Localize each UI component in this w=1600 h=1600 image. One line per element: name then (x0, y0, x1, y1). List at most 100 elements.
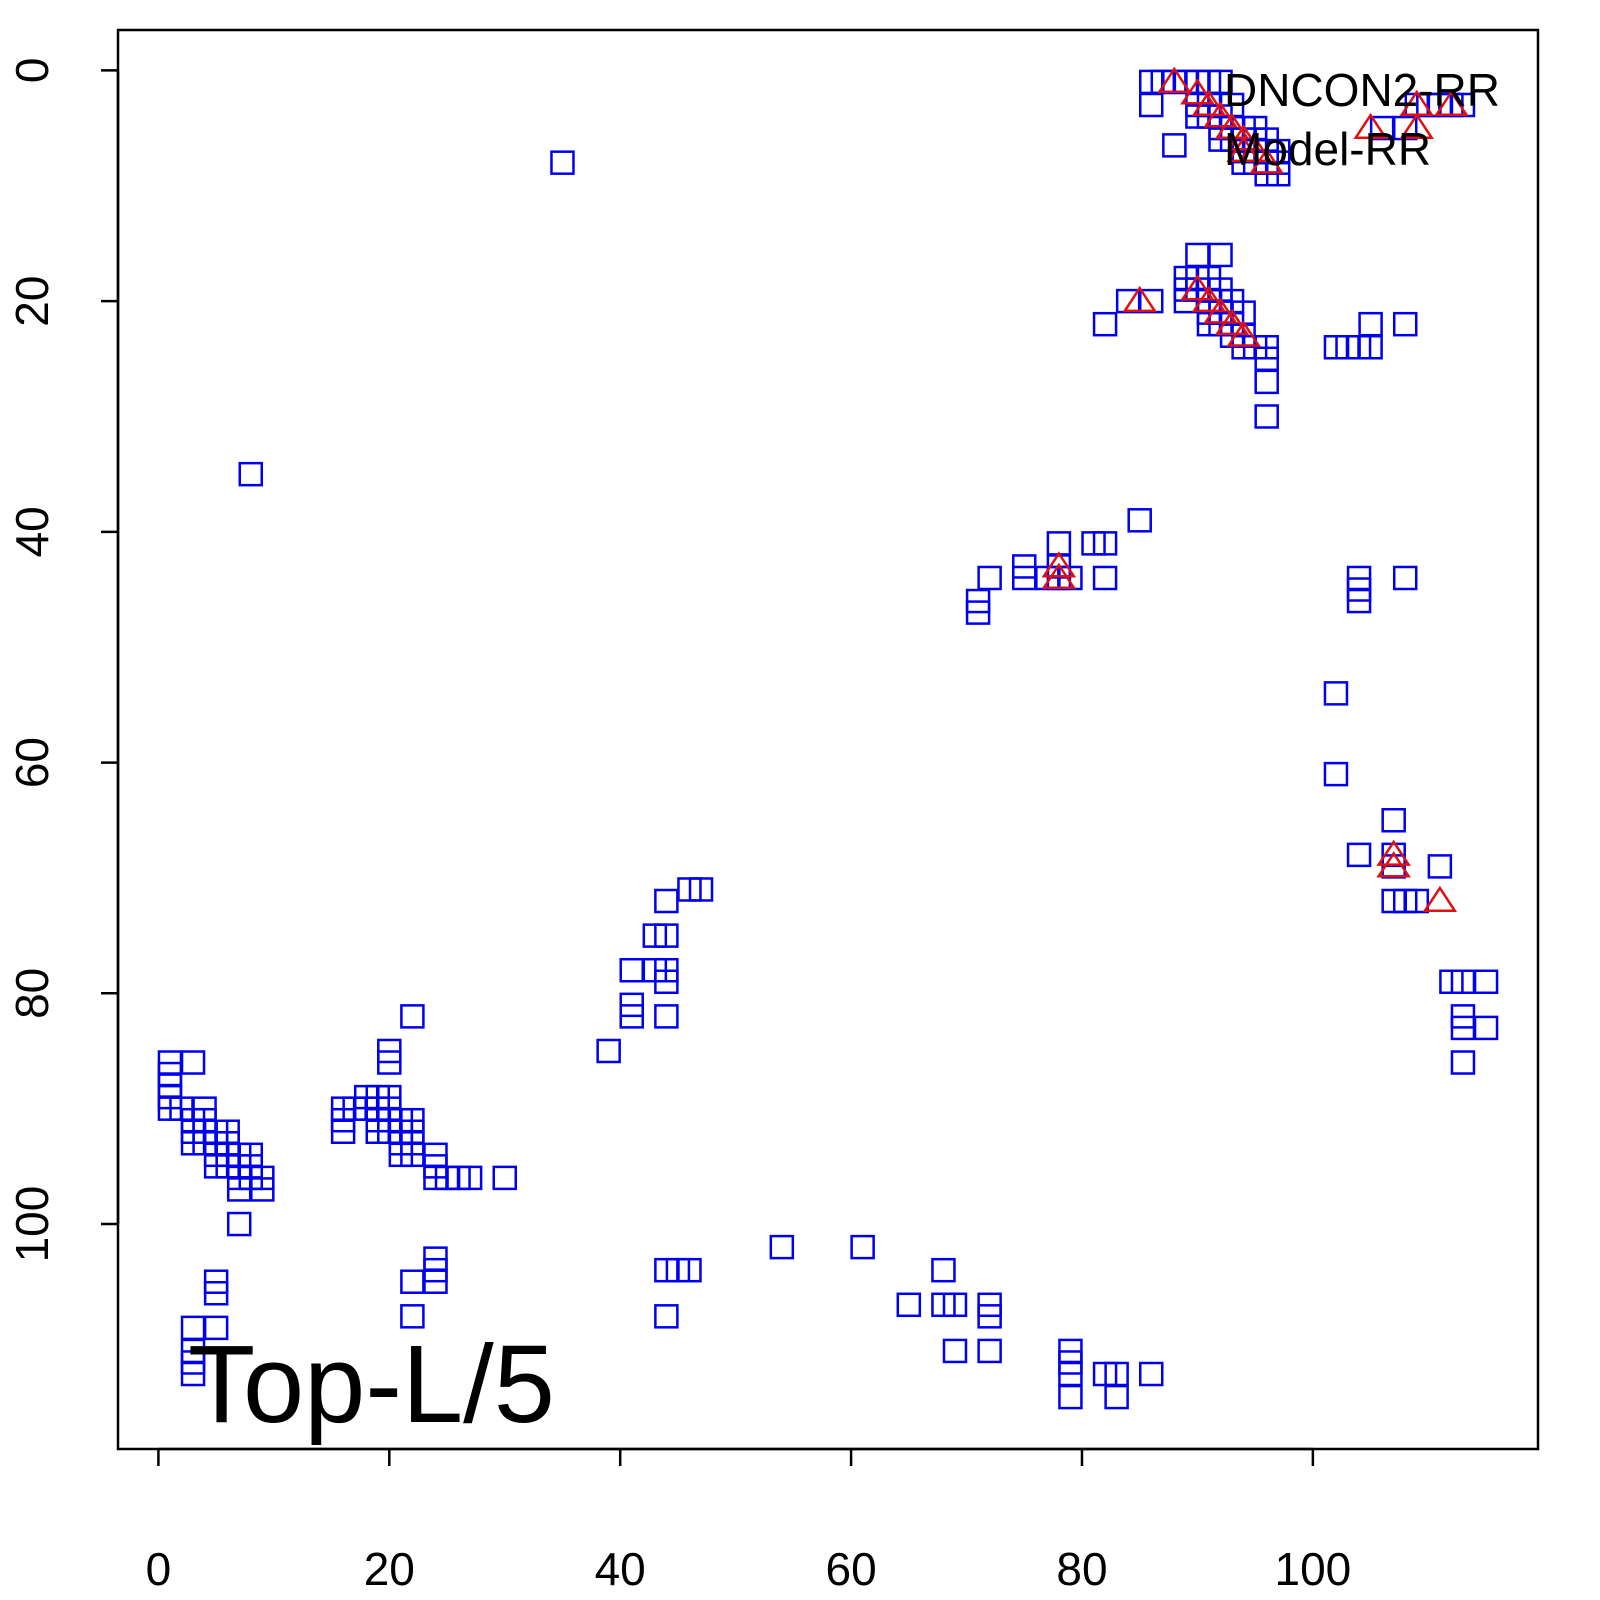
triangle-point (1353, 112, 1388, 140)
square-point (1358, 311, 1383, 337)
y-tick-label: 20 (6, 276, 58, 327)
plot-frame (116, 28, 1540, 1451)
x-tick-label: 100 (1275, 1543, 1352, 1595)
square-point (1346, 842, 1372, 868)
square-point (400, 1304, 425, 1329)
square-point (977, 1338, 1002, 1364)
square-point (1392, 311, 1418, 337)
y-tick-label: 40 (6, 506, 58, 557)
square-point (619, 957, 644, 983)
triangle-point (1214, 112, 1250, 140)
square-series (157, 69, 1499, 1410)
triangle-point (1122, 285, 1158, 313)
square-point (1450, 1050, 1476, 1075)
triangle-point (1376, 851, 1411, 878)
square-point (654, 969, 679, 995)
triangle-point (1180, 274, 1215, 301)
square-point (1058, 1384, 1083, 1410)
square-point (1392, 565, 1418, 591)
square-point (226, 1211, 252, 1237)
square-point (942, 1292, 968, 1318)
x-tick-label: 40 (595, 1543, 646, 1595)
triangle-point (1226, 320, 1261, 347)
square-point (1450, 92, 1476, 118)
triangle-point (1434, 89, 1469, 116)
square-point (769, 1234, 795, 1260)
triangle-point (1041, 562, 1077, 589)
square-point (457, 1165, 483, 1191)
x-axis: 0 20 40 60 80 100 (146, 1447, 1352, 1595)
triangle-point (1203, 297, 1238, 324)
square-point (203, 1281, 229, 1306)
triangle-series (1041, 66, 1469, 913)
triangle-point (1157, 66, 1192, 93)
legend: DNCON2-RR Model-RR (1224, 64, 1500, 175)
y-tick-label: 80 (6, 968, 58, 1019)
square-point (492, 1165, 517, 1191)
square-point (1127, 508, 1152, 533)
square-point (1254, 369, 1279, 395)
square-point (850, 1234, 875, 1260)
triangle-point (1214, 308, 1250, 336)
square-point (596, 1038, 621, 1064)
square-point (400, 1269, 425, 1294)
square-point (1392, 115, 1418, 141)
square-point (1092, 565, 1118, 591)
square-point (654, 888, 679, 914)
square-point (1139, 1361, 1164, 1387)
square-point (203, 1315, 229, 1341)
triangle-point (1191, 89, 1227, 116)
y-tick-label: 60 (6, 737, 58, 788)
triangle-point (1422, 885, 1458, 913)
square-point (1185, 242, 1210, 268)
square-point (688, 877, 714, 902)
square-point (896, 1292, 922, 1318)
square-point (1265, 161, 1291, 187)
square-point (1404, 888, 1430, 914)
square-point (250, 1177, 275, 1202)
square-point (400, 1004, 425, 1029)
triangle-point (1376, 839, 1411, 866)
square-point (654, 1304, 679, 1329)
square-point (1092, 531, 1118, 556)
square-point (977, 1304, 1002, 1329)
square-point (423, 1269, 448, 1294)
square-point (180, 1361, 206, 1387)
x-tick-label: 20 (364, 1543, 415, 1595)
y-tick-label: 100 (6, 1186, 58, 1263)
x-tick-label: 60 (826, 1543, 877, 1595)
square-point (1046, 531, 1072, 556)
square-point (1473, 1015, 1499, 1041)
chart-annotation: Top-L/5 (188, 1323, 555, 1446)
square-point (931, 1257, 956, 1283)
square-point (1208, 242, 1233, 268)
square-point (677, 1257, 702, 1283)
square-point (1427, 854, 1453, 879)
legend-entry-dncon2-rr: DNCON2-RR (1224, 64, 1500, 116)
square-point (977, 565, 1002, 591)
square-point (1058, 565, 1083, 591)
y-axis: 0 20 40 60 80 100 (6, 58, 120, 1263)
triangle-point (1226, 124, 1261, 151)
square-point (1162, 133, 1187, 158)
triangle-point (1249, 147, 1284, 174)
square-point (180, 1050, 206, 1075)
triangle-point (1041, 551, 1077, 578)
x-tick-label: 80 (1056, 1543, 1107, 1595)
triangle-point (1191, 285, 1227, 313)
triangle-point (1399, 112, 1435, 140)
square-point (619, 1004, 644, 1029)
y-tick-label: 0 (6, 58, 58, 84)
triangle-point (1203, 101, 1238, 128)
legend-entry-model-rr: Model-RR (1224, 123, 1431, 175)
square-point (1092, 311, 1118, 337)
square-point (1254, 404, 1279, 429)
square-point (550, 150, 575, 175)
square-point (1323, 681, 1349, 706)
square-point (654, 1004, 679, 1029)
square-point (1473, 969, 1499, 995)
square-point (942, 1338, 968, 1364)
square-point (377, 1050, 402, 1075)
x-tick-label: 0 (146, 1543, 172, 1595)
